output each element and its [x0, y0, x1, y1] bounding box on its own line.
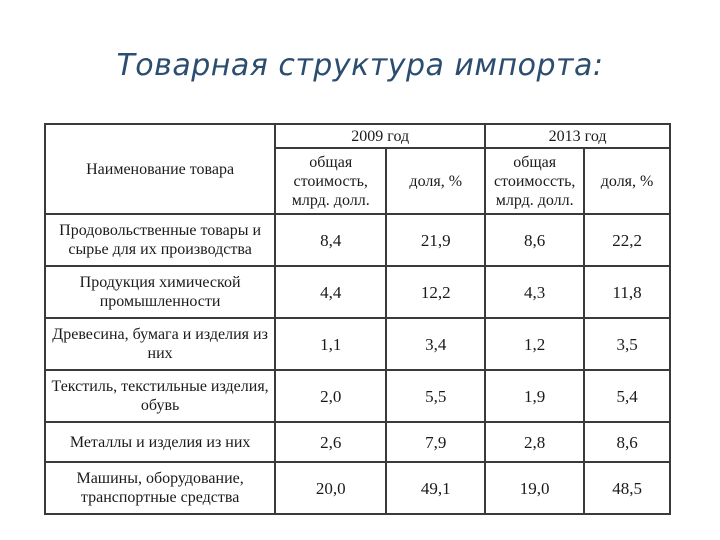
- table-row: Машины, оборудование, транспортные средс…: [43, 461, 671, 515]
- year-header-2009: 2009 год: [274, 123, 487, 149]
- share-2009-cell: 12,2: [385, 265, 487, 319]
- table-row: Продукция химической промышленности 4,4 …: [43, 265, 671, 319]
- product-name-cell: Металлы и изделия из них: [43, 421, 277, 463]
- share-2013-cell: 22,2: [583, 213, 671, 267]
- product-name-cell: Продукция химической промышленности: [43, 265, 277, 319]
- value-2013-cell: 2,8: [484, 421, 586, 463]
- share-2013-cell: 48,5: [583, 461, 671, 515]
- product-name-cell: Машины, оборудование, транспортные средс…: [43, 461, 277, 515]
- share-2009-cell: 49,1: [385, 461, 487, 515]
- product-name-cell: Текстиль, текстильные изделия, обувь: [43, 369, 277, 423]
- value-2009-cell: 2,6: [274, 421, 388, 463]
- table-row: Текстиль, текстильные изделия, обувь 2,0…: [43, 369, 671, 423]
- product-name-cell: Древесина, бумага и изделия из них: [43, 317, 277, 371]
- table-row: Металлы и изделия из них 2,6 7,9 2,8 8,6: [43, 421, 671, 463]
- value-header-2009: общая стоимость, млрд. долл.: [274, 147, 388, 215]
- value-2009-cell: 4,4: [274, 265, 388, 319]
- share-2009-cell: 5,5: [385, 369, 487, 423]
- value-2013-cell: 19,0: [484, 461, 586, 515]
- slide-title: Товарная структура импорта:: [116, 48, 604, 83]
- share-2013-cell: 8,6: [583, 421, 671, 463]
- share-header-2009: доля, %: [385, 147, 487, 215]
- product-name-cell: Продовольственные товары и сырье для их …: [43, 213, 277, 267]
- share-header-2013: доля, %: [583, 147, 671, 215]
- value-2013-cell: 1,9: [484, 369, 586, 423]
- value-2013-cell: 8,6: [484, 213, 586, 267]
- value-2013-cell: 1,2: [484, 317, 586, 371]
- value-2009-cell: 8,4: [274, 213, 388, 267]
- share-2013-cell: 3,5: [583, 317, 671, 371]
- year-header-2013: 2013 год: [484, 123, 671, 149]
- table-row: Древесина, бумага и изделия из них 1,1 3…: [43, 317, 671, 371]
- share-2009-cell: 3,4: [385, 317, 487, 371]
- value-2009-cell: 1,1: [274, 317, 388, 371]
- year-header-row: Наименование товара 2009 год 2013 год: [43, 123, 671, 215]
- share-2013-cell: 5,4: [583, 369, 671, 423]
- value-2009-cell: 20,0: [274, 461, 388, 515]
- value-2013-cell: 4,3: [484, 265, 586, 319]
- value-header-2013: общая стоимоссть, млрд. долл.: [484, 147, 586, 215]
- table-row: Продовольственные товары и сырье для их …: [43, 213, 671, 267]
- share-2009-cell: 7,9: [385, 421, 487, 463]
- import-structure-table: Наименование товара 2009 год 2013 год об…: [43, 123, 671, 515]
- share-2009-cell: 21,9: [385, 213, 487, 267]
- value-2009-cell: 2,0: [274, 369, 388, 423]
- share-2013-cell: 11,8: [583, 265, 671, 319]
- name-header: Наименование товара: [43, 123, 277, 215]
- subheader-row: общая стоимость, млрд. долл. доля, % общ…: [45, 147, 671, 215]
